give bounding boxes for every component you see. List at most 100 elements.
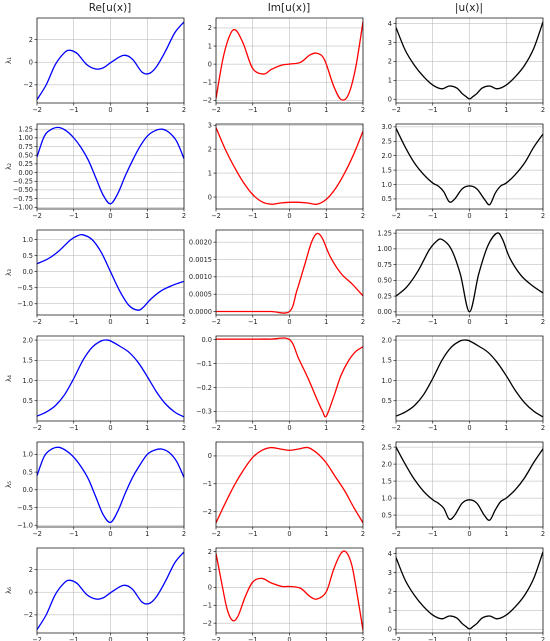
- y-tick-label: 1.00: [18, 134, 33, 142]
- y-tick-label: 1.25: [18, 126, 33, 134]
- x-tick-label: 2: [182, 636, 186, 641]
- panel-r6-re: −2 −1 0 1 2 −2 0 2 λ₆: [5, 547, 186, 641]
- y-tick-label: −0.25: [13, 178, 33, 186]
- y-tick-label: 0.5: [23, 468, 34, 476]
- y-tick-label: −0.50: [13, 186, 33, 194]
- y-tick-label: 2.5: [382, 138, 393, 146]
- x-tick-label: 2: [541, 106, 545, 114]
- series-line-abs: [396, 551, 543, 630]
- y-tick-label: 1.5: [23, 357, 34, 365]
- y-tick-label: 0.0015: [189, 256, 212, 264]
- plot-frame: [36, 229, 185, 316]
- panel-r2-abs: −2 −1 0 1 2 0.5 1.0 1.5 2.0 2.5 3.0: [382, 123, 546, 220]
- x-tick-label: −1: [69, 424, 79, 432]
- y-tick-label: 0.5: [382, 397, 393, 405]
- y-tick-label: 1.0: [382, 181, 393, 189]
- y-tick-label: 0.75: [18, 143, 33, 151]
- x-tick-label: 1: [324, 318, 328, 326]
- y-tick-label: 2: [29, 36, 33, 44]
- row-label-lambda-3: λ₃: [5, 269, 13, 276]
- x-tick-label: −2: [211, 636, 221, 641]
- x-tick-label: 0: [287, 636, 291, 641]
- y-tick-label: 2.0: [23, 336, 34, 344]
- series-line-im: [216, 337, 363, 418]
- x-tick-label: 0: [287, 106, 291, 114]
- row-label-lambda-2: λ₂: [5, 163, 13, 170]
- x-tick-label: 1: [324, 530, 328, 538]
- y-tick-label: 1: [208, 169, 212, 177]
- plot-frame: [215, 335, 364, 422]
- y-tick-label: 1: [388, 607, 392, 615]
- x-tick-label: 2: [541, 212, 545, 220]
- x-tick-label: 0: [467, 318, 471, 326]
- y-tick-label: 0.50: [18, 152, 33, 160]
- plot-frame: [36, 17, 185, 104]
- x-tick-label: 2: [541, 636, 545, 641]
- panel-r5-im: −2 −1 0 1 2 −2 −1 0: [202, 441, 365, 538]
- y-tick-label: 1.0: [23, 451, 34, 459]
- y-tick-label: 2: [208, 24, 212, 32]
- x-tick-label: 1: [145, 636, 149, 641]
- y-tick-label: 0.5: [23, 397, 34, 405]
- series-line-re: [37, 126, 184, 205]
- series-line-abs: [396, 232, 543, 313]
- x-tick-label: 1: [324, 106, 328, 114]
- y-tick-label: 0: [208, 193, 212, 201]
- x-tick-label: 0: [108, 636, 112, 641]
- x-tick-label: −1: [428, 636, 438, 641]
- y-tick-label: 0: [29, 589, 33, 597]
- x-tick-label: −1: [248, 636, 258, 641]
- y-tick-label: 1.5: [382, 477, 393, 485]
- x-tick-label: −1: [248, 530, 258, 538]
- series-line-abs: [396, 339, 543, 418]
- series-line-im: [216, 232, 363, 314]
- panel-r3-im: −2 −1 0 1 2 0.0000 0.0005 0.0010 0.0015 0.0020: [189, 229, 365, 326]
- y-tick-label: −2: [202, 508, 212, 516]
- y-tick-label: −1.00: [13, 204, 33, 212]
- y-tick-label: −1.0: [17, 300, 33, 308]
- y-tick-label: 1.0: [382, 494, 393, 502]
- x-tick-label: −2: [32, 530, 42, 538]
- x-tick-label: 0: [108, 530, 112, 538]
- plot-frame: [215, 441, 364, 528]
- y-tick-label: 2: [388, 58, 392, 66]
- x-tick-label: −1: [248, 106, 258, 114]
- x-tick-label: −1: [428, 318, 438, 326]
- row-label-lambda-6: λ₆: [5, 587, 13, 594]
- x-tick-label: 0: [287, 318, 291, 326]
- series-line-im: [216, 21, 363, 101]
- y-tick-label: 3: [388, 569, 392, 577]
- plot-frame: [215, 229, 364, 316]
- x-tick-label: 2: [182, 106, 186, 114]
- y-tick-label: 0.0000: [189, 308, 212, 316]
- x-tick-label: −2: [391, 424, 401, 432]
- x-tick-label: −2: [32, 424, 42, 432]
- panel-r6-abs: −2 −1 0 1 2 0 1 2 3 4: [388, 547, 545, 641]
- x-tick-label: 1: [504, 530, 508, 538]
- x-tick-label: 0: [108, 212, 112, 220]
- x-tick-label: −1: [69, 106, 79, 114]
- x-tick-label: −1: [428, 530, 438, 538]
- panel-r4-im: −2 −1 0 1 2 −0.3 −0.2 −0.1 0.0: [196, 335, 365, 432]
- x-tick-label: −1: [69, 530, 79, 538]
- x-tick-label: −2: [391, 636, 401, 641]
- x-tick-label: 1: [504, 212, 508, 220]
- plot-frame: [395, 441, 544, 528]
- x-tick-label: 0: [108, 424, 112, 432]
- y-tick-label: 3.0: [382, 123, 393, 131]
- panel-r1-re: −2 −1 0 1 2 −2 0 2 λ₁: [5, 17, 186, 114]
- y-tick-label: 1.0: [23, 377, 34, 385]
- x-tick-label: −2: [391, 212, 401, 220]
- plot-frame: [395, 335, 544, 422]
- x-tick-label: 0: [108, 106, 112, 114]
- x-tick-label: 2: [361, 424, 365, 432]
- y-tick-label: 2.0: [382, 460, 393, 468]
- column-title-imag: Im[u(x)]: [268, 2, 311, 14]
- y-tick-label: 0.5: [382, 511, 393, 519]
- y-tick-label: 0.25: [18, 160, 33, 168]
- x-tick-label: −2: [32, 318, 42, 326]
- x-tick-label: −2: [211, 318, 221, 326]
- panel-r3-re: −2 −1 0 1 2 −1.0 −0.5 0.0 0.5 1.0 λ₃: [5, 229, 186, 326]
- y-tick-label: 0.00: [18, 169, 33, 177]
- x-tick-label: 1: [504, 424, 508, 432]
